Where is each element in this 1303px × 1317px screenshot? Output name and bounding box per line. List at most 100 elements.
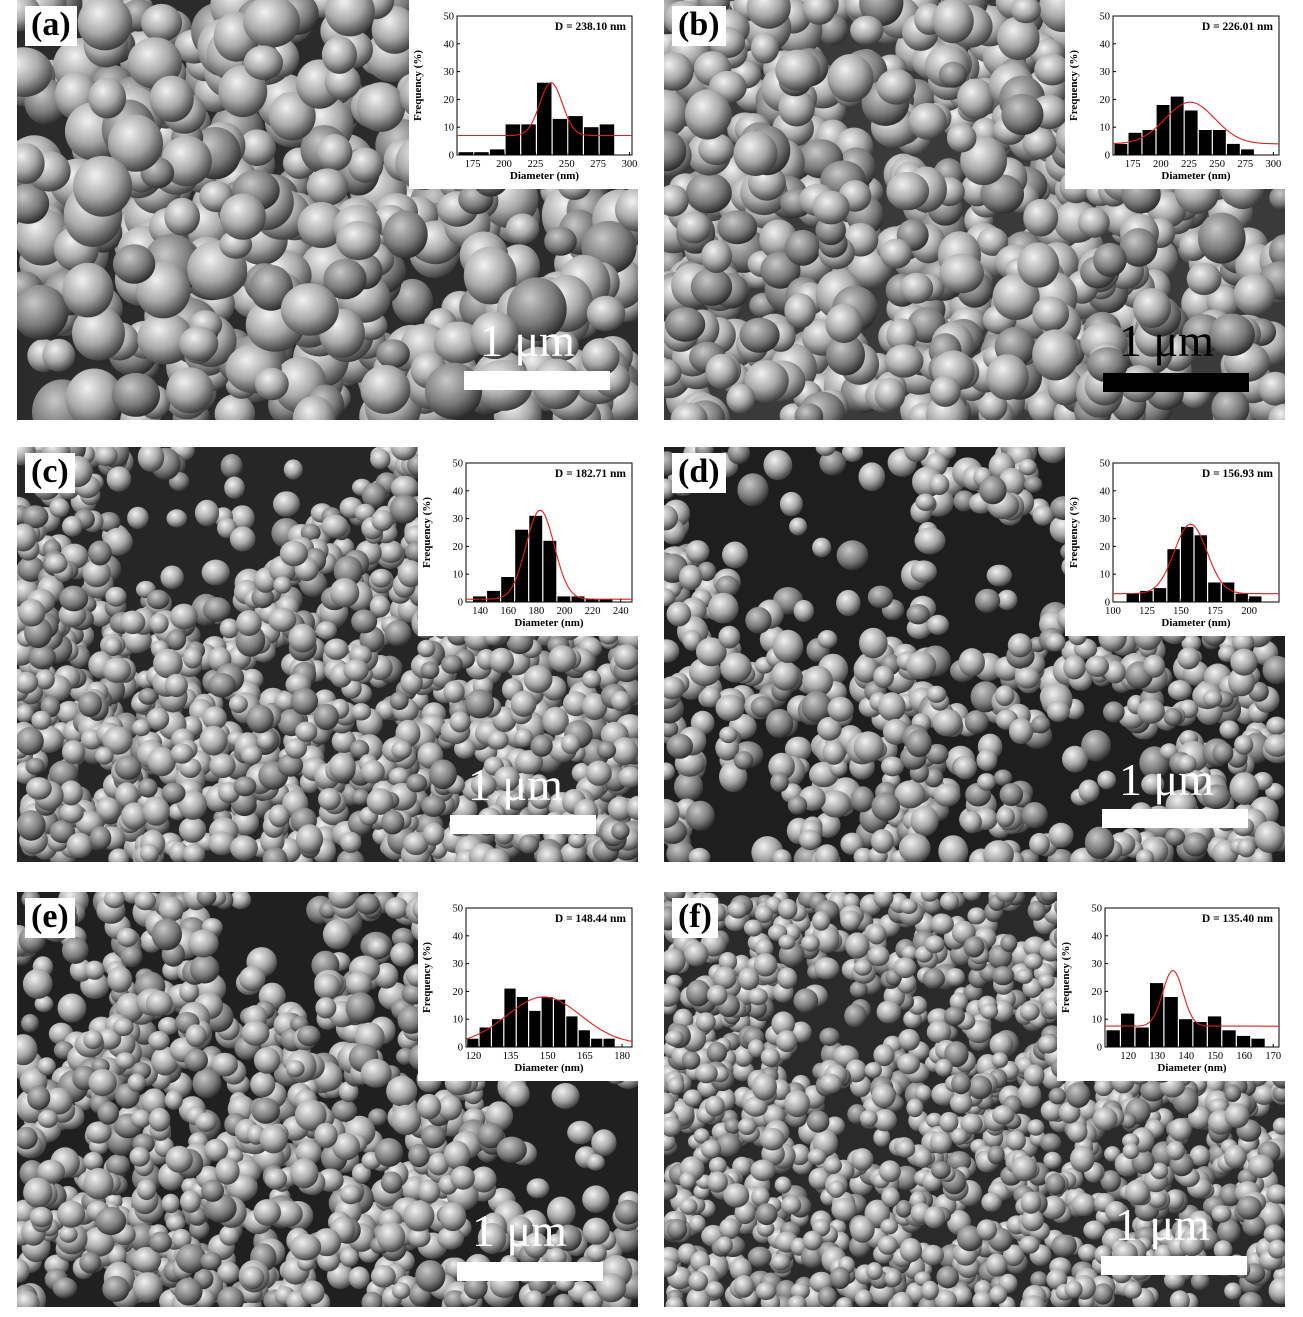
gaussian-fit-curve bbox=[1105, 970, 1279, 1027]
panel-label-d: (d) bbox=[672, 453, 726, 493]
size-histogram-f: 0 10 20 30 40 50 120 130 140 150 160 170 Diameter (n… bbox=[1057, 892, 1285, 1081]
y-tick-label: 20 bbox=[1100, 542, 1111, 553]
histogram-bar bbox=[599, 124, 615, 155]
scale-bar-c bbox=[450, 815, 596, 834]
histogram-bar bbox=[529, 515, 543, 602]
y-tick-label: 40 bbox=[453, 486, 464, 497]
histogram-bar bbox=[1212, 130, 1226, 155]
scale-bar-label-c: 1 μm bbox=[468, 759, 563, 810]
histogram-bar bbox=[1121, 1013, 1135, 1047]
histogram-bar bbox=[1106, 1030, 1120, 1047]
histogram-bar bbox=[501, 577, 515, 602]
x-tick-label: 120 bbox=[466, 1051, 482, 1062]
y-tick-label: 10 bbox=[1092, 1015, 1103, 1026]
histogram-bar bbox=[1198, 130, 1212, 155]
scale-bar-b bbox=[1103, 373, 1249, 392]
y-tick-label: 40 bbox=[1100, 486, 1111, 497]
x-tick-label: 135 bbox=[503, 1051, 519, 1062]
x-tick-label: 140 bbox=[1178, 1051, 1194, 1062]
y-tick-label: 20 bbox=[1092, 987, 1103, 998]
y-axis-label: Frequency (%) bbox=[421, 942, 433, 1013]
mean-diameter-annotation: D = 182.71 nm bbox=[555, 468, 627, 480]
y-tick-label: 50 bbox=[453, 459, 464, 470]
y-tick-label: 0 bbox=[458, 598, 463, 609]
histogram-bar bbox=[489, 149, 505, 155]
y-tick-label: 50 bbox=[1092, 904, 1103, 915]
y-tick-label: 50 bbox=[1100, 12, 1111, 23]
y-tick-label: 0 bbox=[1105, 151, 1110, 162]
x-tick-label: 300 bbox=[622, 159, 638, 170]
x-tick-label: 275 bbox=[1237, 159, 1253, 170]
histogram-bar bbox=[467, 1038, 479, 1047]
x-tick-label: 225 bbox=[528, 159, 544, 170]
histogram-bar bbox=[504, 988, 516, 1047]
sem-panel-f: (f) 0 10 20 30 40 50 120 130 140 150 160 170 Diamete… bbox=[664, 892, 1285, 1307]
histogram-bar bbox=[568, 116, 583, 155]
histogram-bar bbox=[474, 152, 489, 155]
sem-micrograph-a bbox=[17, 0, 638, 420]
histogram-bar bbox=[603, 1038, 615, 1047]
x-tick-label: 220 bbox=[585, 606, 601, 617]
scale-bar-label-b: 1 μm bbox=[1119, 315, 1214, 366]
x-tick-label: 170 bbox=[1265, 1051, 1281, 1062]
histogram-bar bbox=[571, 596, 585, 602]
histogram-bar bbox=[1167, 549, 1180, 602]
histogram-bar bbox=[1153, 588, 1167, 602]
x-axis-label: Diameter (nm) bbox=[1161, 617, 1230, 629]
histogram-bar bbox=[1164, 997, 1178, 1047]
x-axis-label: Diameter (nm) bbox=[510, 170, 579, 182]
y-axis-label: Frequency (%) bbox=[421, 497, 433, 568]
x-tick-label: 160 bbox=[500, 606, 516, 617]
histogram-bar bbox=[1181, 526, 1194, 602]
x-tick-label: 150 bbox=[1173, 606, 1189, 617]
y-tick-label: 0 bbox=[458, 1043, 463, 1054]
histogram-bar bbox=[1140, 590, 1153, 602]
histogram-bar bbox=[1226, 143, 1240, 155]
histogram-bar bbox=[1150, 983, 1164, 1047]
histogram-bar bbox=[554, 999, 566, 1047]
gaussian-fit-curve bbox=[457, 82, 632, 137]
histogram-bar bbox=[537, 82, 552, 155]
gaussian-fit-curve bbox=[1112, 101, 1279, 145]
x-tick-label: 140 bbox=[472, 606, 488, 617]
mean-diameter-annotation: D = 148.44 nm bbox=[555, 913, 627, 925]
y-tick-label: 10 bbox=[1100, 570, 1111, 581]
x-tick-label: 125 bbox=[1139, 606, 1155, 617]
histogram-bar bbox=[1221, 582, 1235, 602]
scale-bar-f bbox=[1101, 1256, 1247, 1275]
x-tick-label: 130 bbox=[1149, 1051, 1165, 1062]
x-tick-label: 175 bbox=[1125, 159, 1141, 170]
sem-micrograph-b bbox=[664, 0, 1285, 420]
x-tick-label: 240 bbox=[613, 606, 629, 617]
scale-bar-label-a: 1 μm bbox=[480, 315, 575, 366]
y-tick-label: 30 bbox=[453, 959, 464, 970]
y-tick-label: 20 bbox=[453, 987, 464, 998]
histogram-bar bbox=[1184, 110, 1198, 155]
panel-label-c: (c) bbox=[25, 453, 75, 493]
y-axis-label: Frequency (%) bbox=[1068, 50, 1080, 121]
histogram-bar bbox=[1241, 149, 1254, 155]
x-tick-label: 200 bbox=[1153, 159, 1169, 170]
histogram-bar bbox=[479, 1027, 491, 1047]
x-axis-label: Diameter (nm) bbox=[514, 1062, 583, 1074]
x-tick-label: 160 bbox=[1236, 1051, 1252, 1062]
histogram-bar bbox=[515, 529, 529, 602]
x-axis-label: Diameter (nm) bbox=[1161, 170, 1230, 182]
histogram-bar bbox=[1193, 1022, 1207, 1047]
histogram-bar bbox=[1222, 1030, 1236, 1047]
x-tick-label: 165 bbox=[577, 1051, 593, 1062]
histogram-bar bbox=[529, 1010, 541, 1047]
scale-bar-d bbox=[1102, 809, 1248, 828]
x-axis-label: Diameter (nm) bbox=[514, 617, 583, 629]
histogram-bar bbox=[1235, 593, 1248, 602]
histogram-bar bbox=[566, 1016, 578, 1047]
y-tick-label: 10 bbox=[1100, 123, 1111, 134]
y-axis-label: Frequency (%) bbox=[1068, 497, 1080, 568]
histogram-bar bbox=[584, 127, 599, 155]
histogram-bar bbox=[1236, 1035, 1251, 1047]
histogram-bar bbox=[599, 599, 613, 602]
x-tick-label: 150 bbox=[1207, 1051, 1223, 1062]
y-tick-label: 30 bbox=[453, 514, 464, 525]
y-tick-label: 20 bbox=[453, 542, 464, 553]
x-tick-label: 250 bbox=[559, 159, 575, 170]
